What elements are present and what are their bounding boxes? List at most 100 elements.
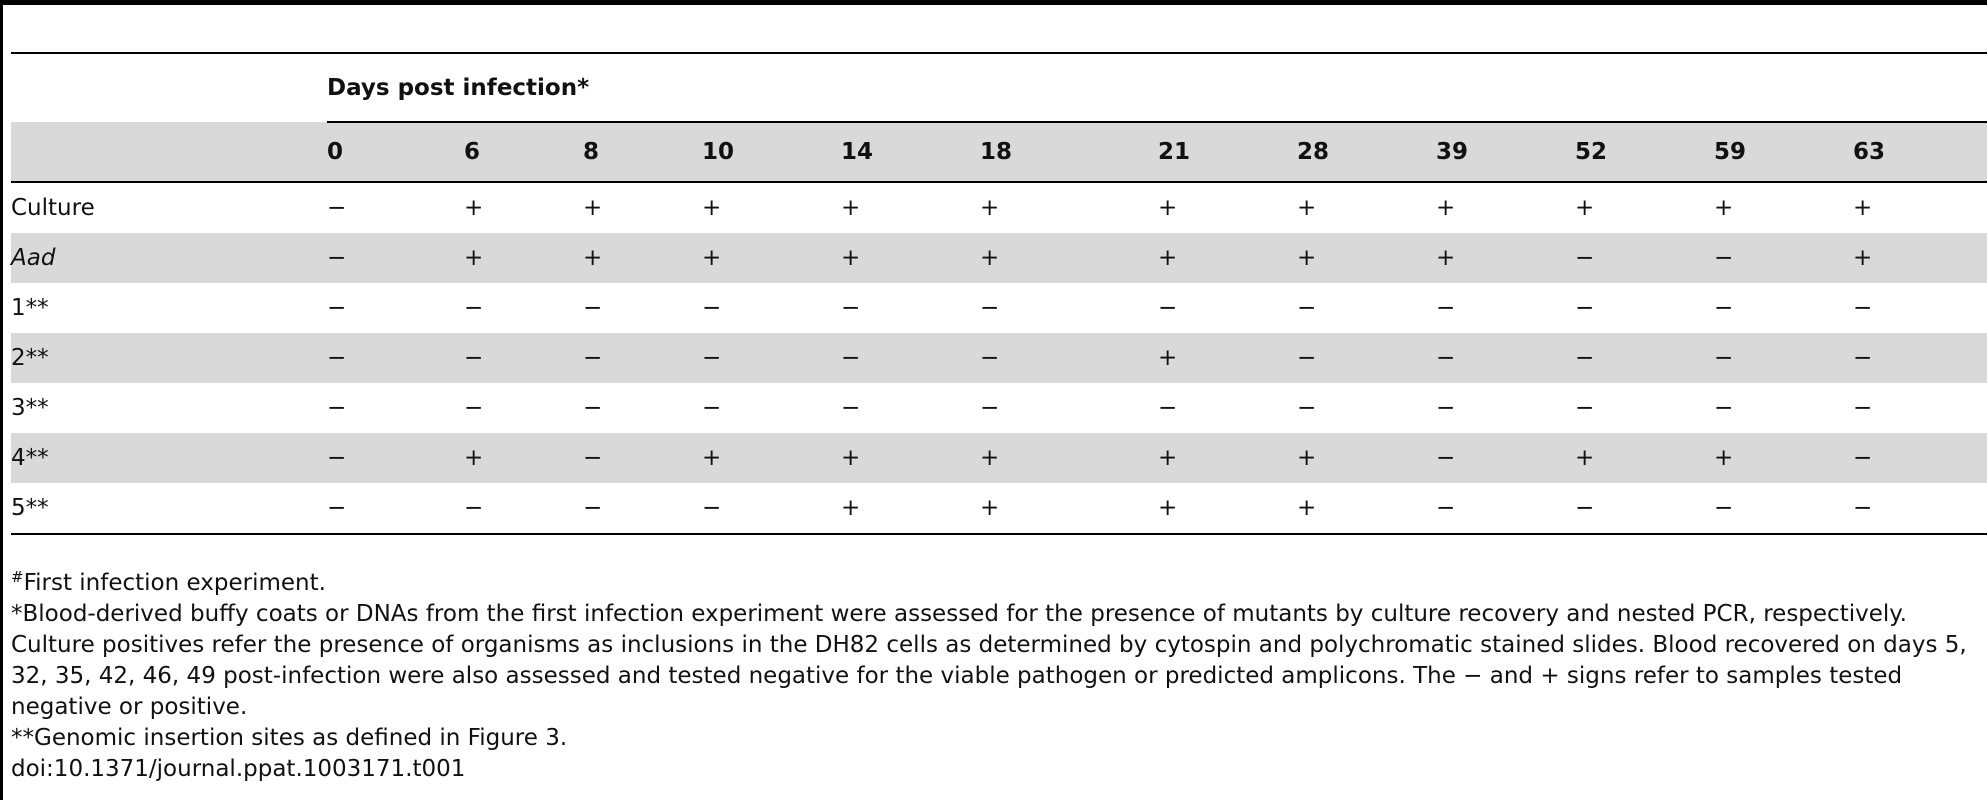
day-header-cell: 8 (583, 122, 702, 183)
result-cell: + (1158, 233, 1297, 283)
days-header-row: 0 6 8 10 14 18 21 28 39 52 59 63 (11, 122, 1987, 183)
row-label: Culture (11, 195, 95, 221)
result-cell: − (1853, 395, 1873, 421)
footnote-star: *Blood-derived buffy coats or DNAs from … (11, 601, 1967, 720)
result-cell: − (1575, 333, 1714, 383)
result-cell: − (1575, 483, 1714, 535)
result-cell: + (1297, 483, 1436, 535)
result-cell: − (327, 395, 347, 421)
result-cell: − (1714, 333, 1853, 383)
day-header-cell: 6 (464, 122, 583, 183)
result-cell: − (980, 295, 1000, 321)
result-cell: + (464, 433, 583, 483)
day-header-cell: 59 (1714, 122, 1853, 183)
result-cell: + (1158, 483, 1297, 535)
result-cell: + (1575, 433, 1714, 483)
result-cell: − (980, 333, 1158, 383)
result-cell: + (464, 195, 484, 221)
result-cell: + (702, 433, 841, 483)
result-cell: − (841, 295, 861, 321)
result-cell: − (702, 333, 841, 383)
day-header-cell: 52 (1575, 122, 1714, 183)
result-cell: + (702, 233, 841, 283)
result-cell: + (1297, 233, 1436, 283)
result-cell: − (327, 295, 347, 321)
day-header-cell: 10 (702, 122, 841, 183)
result-cell: + (1436, 233, 1575, 283)
result-cell: − (1297, 295, 1317, 321)
doi-text: doi:10.1371/journal.ppat.1003171.t001 (11, 756, 466, 782)
day-header-cell: 14 (841, 122, 980, 183)
result-cell: − (1158, 395, 1178, 421)
result-cell: − (1853, 483, 1987, 535)
result-cell: − (702, 483, 841, 535)
group-header-row: Days post infection* (11, 52, 1987, 123)
result-cell: − (464, 295, 484, 321)
result-cell: + (1853, 195, 1873, 221)
result-cell: + (583, 195, 603, 221)
hash-symbol: # (11, 568, 24, 586)
result-cell: − (1297, 395, 1317, 421)
table-row: 2** − − − − − − + − − − − − (11, 333, 1987, 383)
top-rule (0, 0, 1987, 5)
result-cell: − (1714, 295, 1734, 321)
day-header-cell: 18 (980, 122, 1158, 183)
footnote-hash: #First infection experiment. (11, 562, 1981, 599)
empty-corner-cell (11, 52, 327, 122)
table-body: Culture − + + + + + + + + + + + Aad − + + + + + + + + − − +1** − − −… (11, 182, 1987, 535)
result-cell: − (327, 333, 464, 383)
result-cell: − (1575, 295, 1595, 321)
result-cell: − (464, 483, 583, 535)
result-cell: + (1158, 433, 1297, 483)
result-cell: + (1297, 433, 1436, 483)
result-cell: − (1575, 395, 1595, 421)
footnote-double-star: **Genomic insertion sites as defined in … (11, 725, 568, 751)
result-cell: − (1158, 295, 1178, 321)
result-cell: − (1853, 433, 1987, 483)
table-footnotes: #First infection experiment. *Blood-deri… (11, 562, 1981, 785)
result-cell: − (1853, 295, 1873, 321)
result-cell: − (702, 395, 722, 421)
result-cell: + (1158, 333, 1297, 383)
result-cell: + (980, 233, 1158, 283)
result-cell: + (702, 195, 722, 221)
result-cell: − (327, 233, 464, 283)
footnote-hash-text: First infection experiment. (23, 570, 326, 596)
day-header-cell: 28 (1297, 122, 1436, 183)
result-cell: + (1158, 195, 1178, 221)
row-label: 1** (11, 295, 49, 321)
result-cell: − (583, 483, 702, 535)
row-label: 2** (11, 333, 327, 383)
result-cell: − (327, 195, 347, 221)
result-cell: + (980, 483, 1158, 535)
table-row: 3** − − − − − − − − − − − − (11, 383, 1987, 433)
result-cell: − (1436, 295, 1456, 321)
result-cell: − (327, 433, 464, 483)
row-label: Aad (11, 233, 327, 283)
data-table-container: Days post infection* 0 6 8 10 14 18 21 28 39 52 59… (11, 52, 1987, 535)
result-cell: − (1714, 395, 1734, 421)
table-row: 5** − − − − + + + + − − − − (11, 483, 1987, 535)
result-cell: + (841, 195, 861, 221)
result-cell: + (841, 483, 980, 535)
result-cell: − (583, 333, 702, 383)
table-row: 4** − + − + + + + + − + + − (11, 433, 1987, 483)
result-cell: − (702, 295, 722, 321)
result-cell: − (1436, 433, 1575, 483)
result-cell: − (583, 395, 603, 421)
result-cell: − (1714, 233, 1853, 283)
day-header-cell: 21 (1158, 122, 1297, 183)
result-cell: − (464, 395, 484, 421)
result-cell: − (1436, 483, 1575, 535)
data-table: Days post infection* 0 6 8 10 14 18 21 28 39 52 59… (11, 52, 1987, 535)
result-cell: + (841, 433, 980, 483)
result-cell: − (841, 395, 861, 421)
row-label: 4** (11, 433, 327, 483)
result-cell: − (1714, 483, 1853, 535)
result-cell: + (1575, 195, 1595, 221)
result-cell: − (1297, 333, 1436, 383)
result-cell: − (980, 395, 1000, 421)
days-post-infection-header: Days post infection* (327, 52, 1987, 123)
result-cell: − (1436, 333, 1575, 383)
day-header-cell: 0 (327, 122, 464, 183)
